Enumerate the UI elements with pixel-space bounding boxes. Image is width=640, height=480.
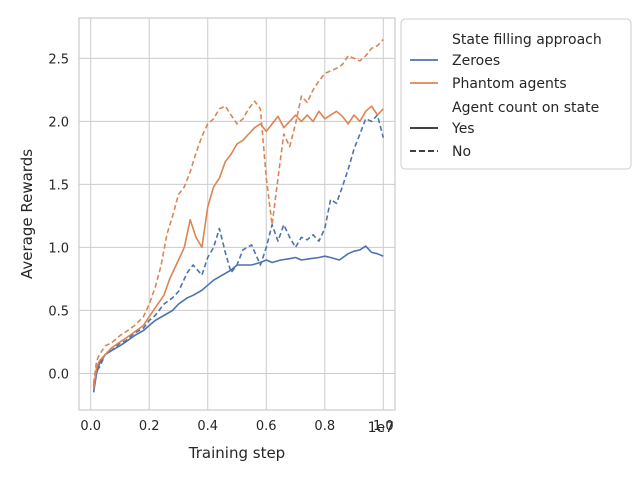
x-tick-label: 0.8 <box>314 419 335 434</box>
x-tick-label: 0.6 <box>256 419 277 434</box>
grid <box>79 18 395 410</box>
legend-entry-no: No <box>452 144 471 160</box>
x-tick-label: 0.4 <box>197 419 218 434</box>
legend-box <box>400 18 632 170</box>
axis-ticks: 0.0 0.2 0.4 0.6 0.8 1.0 0.0 0.5 1.0 1.5 2.0 2.5 <box>48 52 393 434</box>
plot-area-frame <box>78 17 396 411</box>
legend-hue-title: State filling approach <box>452 32 602 48</box>
legend: State filling approach Zeroes Phantom ag… <box>400 18 632 170</box>
series-line-phantom-agents-no <box>92 38 384 384</box>
x-tick-label: 1.0 <box>373 419 394 434</box>
series-line-zeroes-yes <box>92 245 384 393</box>
y-axis-label: Average Rewards <box>18 149 36 279</box>
legend-style-title: Agent count on state <box>452 100 599 116</box>
y-tick-label: 1.0 <box>48 241 69 256</box>
y-tick-label: 1.5 <box>48 178 69 193</box>
series-lines <box>92 38 385 393</box>
x-axis-label: Training step <box>188 444 285 462</box>
series-line-phantom-agents-yes <box>92 105 384 389</box>
y-tick-label: 0.5 <box>48 304 69 319</box>
x-tick-label: 0.0 <box>80 419 101 434</box>
legend-entry-phantom-agents: Phantom agents <box>452 76 567 92</box>
y-tick-label: 2.5 <box>48 52 69 67</box>
legend-entry-yes: Yes <box>451 121 475 137</box>
series-line-zeroes-no <box>92 114 385 387</box>
x-axis-offset-label: 1e7 <box>368 420 394 436</box>
x-tick-label: 0.2 <box>139 419 160 434</box>
y-tick-label: 2.0 <box>48 115 69 130</box>
y-tick-label: 0.0 <box>48 367 69 382</box>
legend-entry-zeroes: Zeroes <box>452 53 500 69</box>
